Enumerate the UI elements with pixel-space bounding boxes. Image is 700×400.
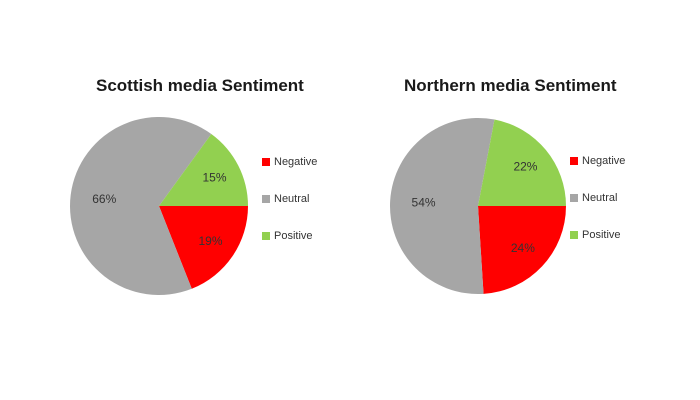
legend-item-negative: Negative [570, 152, 625, 170]
pie-slice-negative [478, 206, 566, 294]
pie-slice-neutral [390, 118, 495, 295]
legend-swatch-negative [570, 157, 578, 165]
legend-label: Positive [274, 230, 313, 242]
pie-chart-scottish: Scottish media Sentiment 19% 66% 15% Negat… [70, 76, 317, 295]
chart-title: Northern media Sentiment [404, 76, 617, 95]
pie-slice-positive [478, 119, 566, 206]
legend-label: Negative [582, 155, 626, 167]
legend-label: Neutral [274, 193, 310, 205]
pie-chart-northern: Northern media Sentiment 24% 54% 22% Negat… [350, 0, 700, 400]
chart-title: Scottish media Sentiment [96, 76, 304, 95]
legend-item-neutral: Neutral [570, 189, 625, 207]
slice-label-positive: 15% [202, 171, 226, 185]
legend-item-neutral: Neutral [262, 190, 317, 208]
legend-swatch-negative [262, 158, 270, 166]
slice-label-negative: 24% [511, 241, 535, 255]
legend-swatch-positive [570, 231, 578, 239]
legend-swatch-neutral [262, 195, 270, 203]
legend-item-positive: Positive [262, 227, 317, 245]
legend: Negative Neutral Positive [262, 153, 317, 264]
legend-label: Negative [274, 156, 318, 168]
legend-swatch-positive [262, 232, 270, 240]
pie-slice-negative [159, 206, 248, 289]
pie-slice-positive [159, 133, 248, 206]
slice-label-neutral: 54% [412, 196, 436, 210]
legend-label: Positive [582, 229, 621, 241]
legend-swatch-neutral [570, 194, 578, 202]
legend-label: Neutral [582, 192, 618, 204]
pie-svg: 24% 54% 22% [390, 118, 566, 295]
slice-label-negative: 19% [199, 234, 223, 248]
legend-item-negative: Negative [262, 153, 317, 171]
slice-label-neutral: 66% [92, 192, 116, 206]
pie-slice-neutral [70, 117, 212, 295]
slice-label-positive: 22% [513, 160, 537, 174]
legend: Negative Neutral Positive [570, 152, 625, 263]
pie-svg: 19% 66% 15% [70, 117, 248, 295]
legend-item-positive: Positive [570, 226, 625, 244]
